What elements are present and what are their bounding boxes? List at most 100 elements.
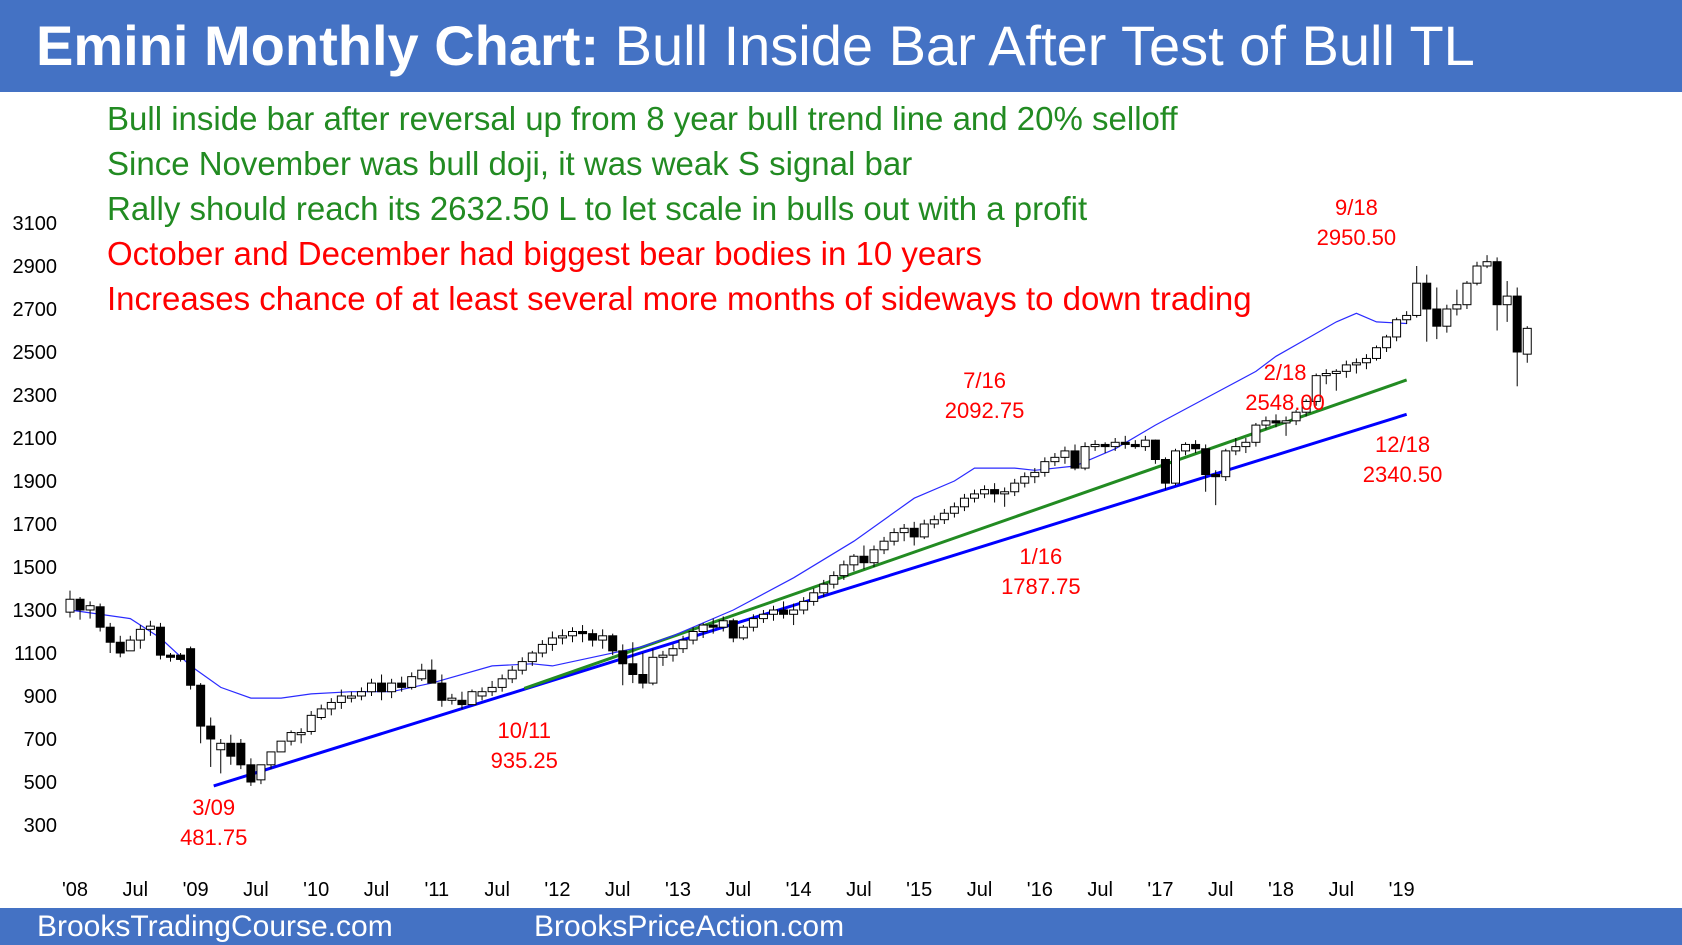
candle-body [1221,450,1231,478]
monthly-candlestick-chart: 300 500 700 900 1100 1300 1500 1700 1900 2100 2300… [13,195,1532,901]
candle-body [196,684,206,727]
candle-body [728,620,738,639]
candle-body [789,609,799,615]
candle-body [467,691,477,706]
y-tick-label: 1100 [14,643,57,665]
candle-body [1392,319,1402,338]
candle-body [799,600,809,611]
swing-date-label: 12/18 [1375,432,1430,457]
candle-body [226,742,236,757]
candle-body [166,654,175,658]
candle-body [678,639,688,650]
x-tick-label: Jul [846,879,872,901]
x-tick-label: '08 [62,879,88,901]
candle-body [688,631,698,641]
candle-body [1482,261,1492,267]
y-tick-label: 500 [24,772,57,794]
x-tick-label: '09 [183,879,209,901]
candle-body [517,661,527,671]
candle-body [547,637,557,645]
candle-body [1100,443,1110,448]
candle-body [658,654,668,658]
candle-body [598,635,608,641]
candle-body [748,618,758,628]
candle-body [487,686,497,693]
swing-date-label: 2/18 [1264,360,1307,385]
candle-body [1422,282,1432,310]
candle-body [758,613,768,620]
y-tick-label: 900 [24,686,57,708]
candle-body [1201,448,1211,476]
x-tick-label: Jul [1087,879,1113,901]
swing-date-label: 1/16 [1019,544,1062,569]
candle-body [367,682,376,693]
candle-body [1522,327,1532,355]
swing-value-label: 2950.50 [1317,225,1397,250]
candle-body [970,493,979,499]
candle-body [326,701,336,710]
swing-date-label: 9/18 [1335,195,1378,220]
footer-link-left[interactable]: BrooksTradingCourse.com [37,910,393,943]
candle-body [578,631,588,635]
candle-body [1080,446,1090,469]
candle-body [1311,375,1321,402]
candle-body [1090,443,1100,448]
candle-body [859,555,869,564]
candle-body [316,708,326,719]
candle-body [296,732,306,736]
candle-body [346,695,356,699]
swing-date-label: 7/16 [963,368,1006,393]
candle-body [387,682,397,693]
candle-body [1050,456,1060,463]
candle-body [889,532,899,542]
moving-average-line [69,312,1407,699]
note-4: October and December had biggest bear bo… [107,235,983,272]
candle-body [1241,441,1251,448]
candle-body [437,682,447,701]
note-3: Rally should reach its 2632.50 L to let … [107,190,1088,227]
candle-body [85,605,95,611]
candle-body [145,625,155,630]
candle-body [1412,282,1422,316]
candle-body [497,678,507,688]
candle-body [125,639,135,652]
candle-body [1130,443,1140,448]
candle-body [849,555,859,566]
candle-body [1492,261,1502,306]
candle-body [638,674,648,684]
candle-body [839,564,849,577]
footer-link-right[interactable]: BrooksPriceAction.com [534,910,845,943]
candle-body [1110,441,1120,448]
swing-value-label: 2340.50 [1363,462,1443,487]
candle-body [959,497,969,508]
title-rest: Bull Inside Bar After Test of Bull TL [599,14,1475,77]
x-tick-label: Jul [123,879,149,901]
swing-date-label: 3/09 [192,795,235,820]
candle-body [1261,420,1271,426]
swing-value-label: 2548.00 [1245,390,1325,415]
candle-body [980,489,990,495]
candle-body [216,742,226,751]
title-banner: Emini Monthly Chart: Bull Inside Bar Aft… [0,0,1682,92]
candle-body [949,506,959,514]
candle-body [1271,420,1281,424]
candle-body [206,725,216,740]
candle-body [176,654,186,660]
candle-body [256,764,266,781]
candle-body [738,626,748,639]
candle-body [115,641,125,654]
swing-value-label: 935.25 [491,748,558,773]
x-tick-label: Jul [243,879,269,901]
candle-body [909,527,919,538]
candle-body [939,512,949,521]
page-title: Emini Monthly Chart: Bull Inside Bar Aft… [36,12,1475,80]
x-tick-label: Jul [726,879,752,901]
candle-body [537,643,547,654]
note-2: Since November was bull doji, it was wea… [107,145,913,182]
candle-body [1321,373,1331,377]
candle-body [1030,471,1040,478]
y-tick-label: 2100 [13,428,58,450]
candle-body [1140,439,1150,448]
candle-body [1150,439,1160,460]
candle-body [929,519,939,525]
